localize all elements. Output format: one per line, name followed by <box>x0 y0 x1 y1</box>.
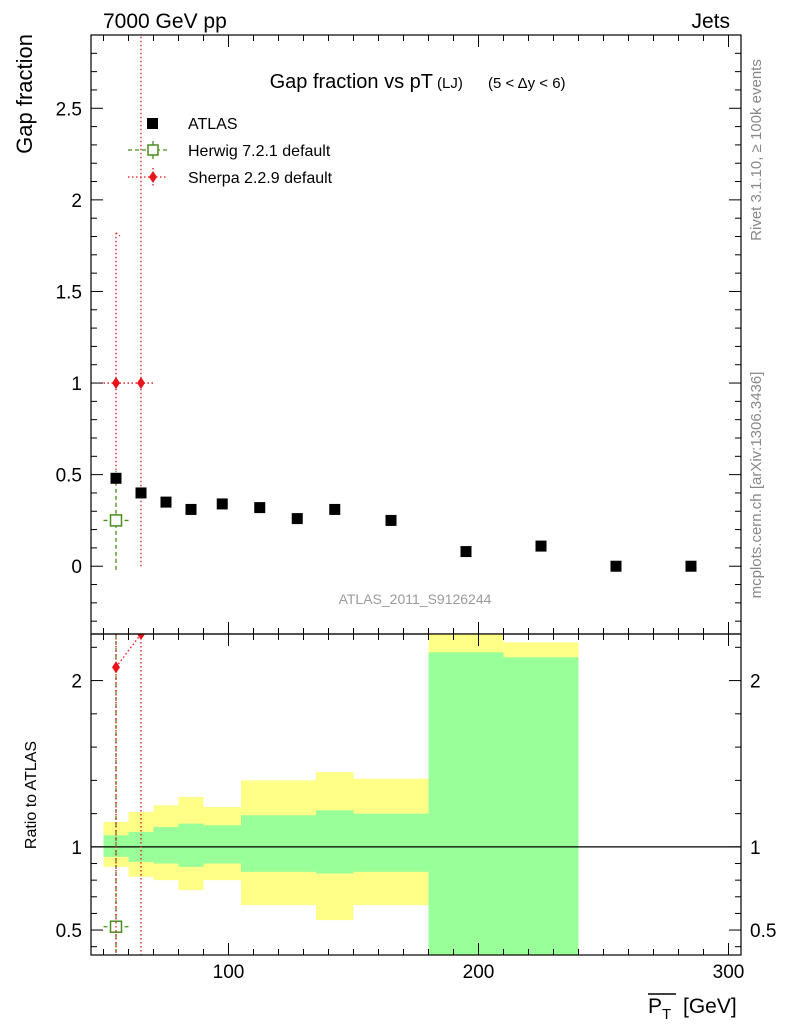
ratio-y-axis-label: Ratio to ATLAS <box>23 741 40 849</box>
atlas-data-point <box>685 560 697 572</box>
mcplots-label: mcplots.cern.ch [arXiv:1306.3436] <box>748 372 765 599</box>
atlas-data-point <box>185 503 197 515</box>
plot-title: Gap fraction vs pT (LJ) (5 < Δy < 6) <box>270 71 566 93</box>
ratio-y-tick-label: 2 <box>71 672 82 693</box>
ratio-y-tick-label: 0.5 <box>56 921 82 942</box>
y-tick-label: 0.5 <box>56 466 82 487</box>
legend-herwig-marker <box>147 144 159 156</box>
legend: ATLAS Herwig 7.2.1 default Sherpa 2.2.9 … <box>128 116 333 187</box>
atlas-data-point <box>535 540 547 552</box>
ratio-inner-band <box>316 810 354 874</box>
legend-atlas-marker <box>147 118 158 129</box>
atlas-data-point <box>460 546 472 558</box>
analysis-id-label: ATLAS_2011_S9126244 <box>339 591 492 607</box>
x-axis-title-unit: [GeV] <box>683 995 737 1018</box>
x-tick-label: 100 <box>213 962 245 983</box>
x-axis-title-p: P <box>648 995 662 1018</box>
atlas-data-point <box>216 498 228 510</box>
ratio-y-tick-label: 1 <box>71 838 82 859</box>
ratio-inner-band <box>428 652 504 955</box>
atlas-series <box>110 472 697 572</box>
ratio-sherpa-marker <box>137 634 145 640</box>
title-subscript: (LJ) <box>437 75 463 92</box>
legend-herwig-label: Herwig 7.2.1 default <box>188 143 331 160</box>
ratio-frame <box>90 633 742 956</box>
atlas-data-point <box>160 496 172 508</box>
ratio-panel <box>90 633 742 956</box>
header-right-label: Jets <box>691 10 730 33</box>
y-tick-label: 1 <box>71 374 82 395</box>
title-main: Gap fraction vs pT <box>270 71 433 93</box>
atlas-data-point <box>291 513 303 525</box>
sherpa-yerr-cap <box>115 232 121 237</box>
ratio-inner-band <box>153 826 179 864</box>
ratio-inner-band <box>203 825 241 864</box>
rivet-version-label: Rivet 3.1.10, ≥ 100k events <box>748 59 765 241</box>
atlas-data-point <box>135 487 147 499</box>
x-tick-label: 300 <box>713 962 745 983</box>
herwig-marker <box>109 514 123 527</box>
sherpa-series <box>103 35 154 567</box>
atlas-data-point <box>254 502 266 514</box>
ratio-y-tick-label-right: 0.5 <box>750 921 776 942</box>
ratio-inner-band <box>241 815 279 872</box>
y-tick-label: 1.5 <box>56 282 82 303</box>
legend-atlas-label: ATLAS <box>188 116 238 133</box>
ratio-sherpa-marker <box>112 661 120 674</box>
sherpa-marker <box>112 377 120 390</box>
atlas-data-point <box>610 560 622 572</box>
ratio-y-tick-label-right: 1 <box>750 838 761 859</box>
header-left-label: 7000 GeV pp <box>103 10 227 33</box>
x-tick-label: 200 <box>463 962 495 983</box>
y-tick-label: 2 <box>71 191 82 212</box>
x-axis-title: P T [GeV] <box>648 993 737 1023</box>
ratio-y-tick-label-right: 2 <box>750 672 761 693</box>
legend-sherpa-marker <box>149 171 157 183</box>
atlas-data-point <box>385 514 397 526</box>
axis-ticks: 100 200 300 0 0.5 1 1.5 2 2.5 0.5 0.5 1 1 2 2 <box>56 35 776 983</box>
main-y-axis-label: Gap fraction <box>12 34 37 154</box>
herwig-series <box>103 470 129 570</box>
ratio-inner-band <box>178 823 204 867</box>
x-axis-title-subscript: T <box>662 1006 671 1023</box>
ratio-inner-band <box>278 815 316 872</box>
ratio-bands <box>103 634 579 955</box>
sherpa-marker <box>137 377 145 390</box>
legend-sherpa-label: Sherpa 2.2.9 default <box>188 170 333 187</box>
ratio-inner-band <box>353 813 429 872</box>
atlas-data-point <box>110 472 122 484</box>
y-tick-label: 0 <box>71 557 82 578</box>
ratio-sherpa-connector <box>115 634 142 668</box>
title-cut: (5 < Δy < 6) <box>488 75 566 92</box>
y-tick-label: 2.5 <box>56 99 82 120</box>
ratio-inner-band <box>503 657 579 955</box>
atlas-data-point <box>329 503 341 515</box>
ratio-sherpa-series <box>112 634 145 955</box>
